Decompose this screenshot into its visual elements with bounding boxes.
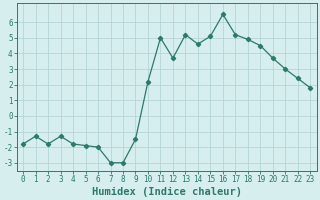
X-axis label: Humidex (Indice chaleur): Humidex (Indice chaleur) [92,186,242,197]
